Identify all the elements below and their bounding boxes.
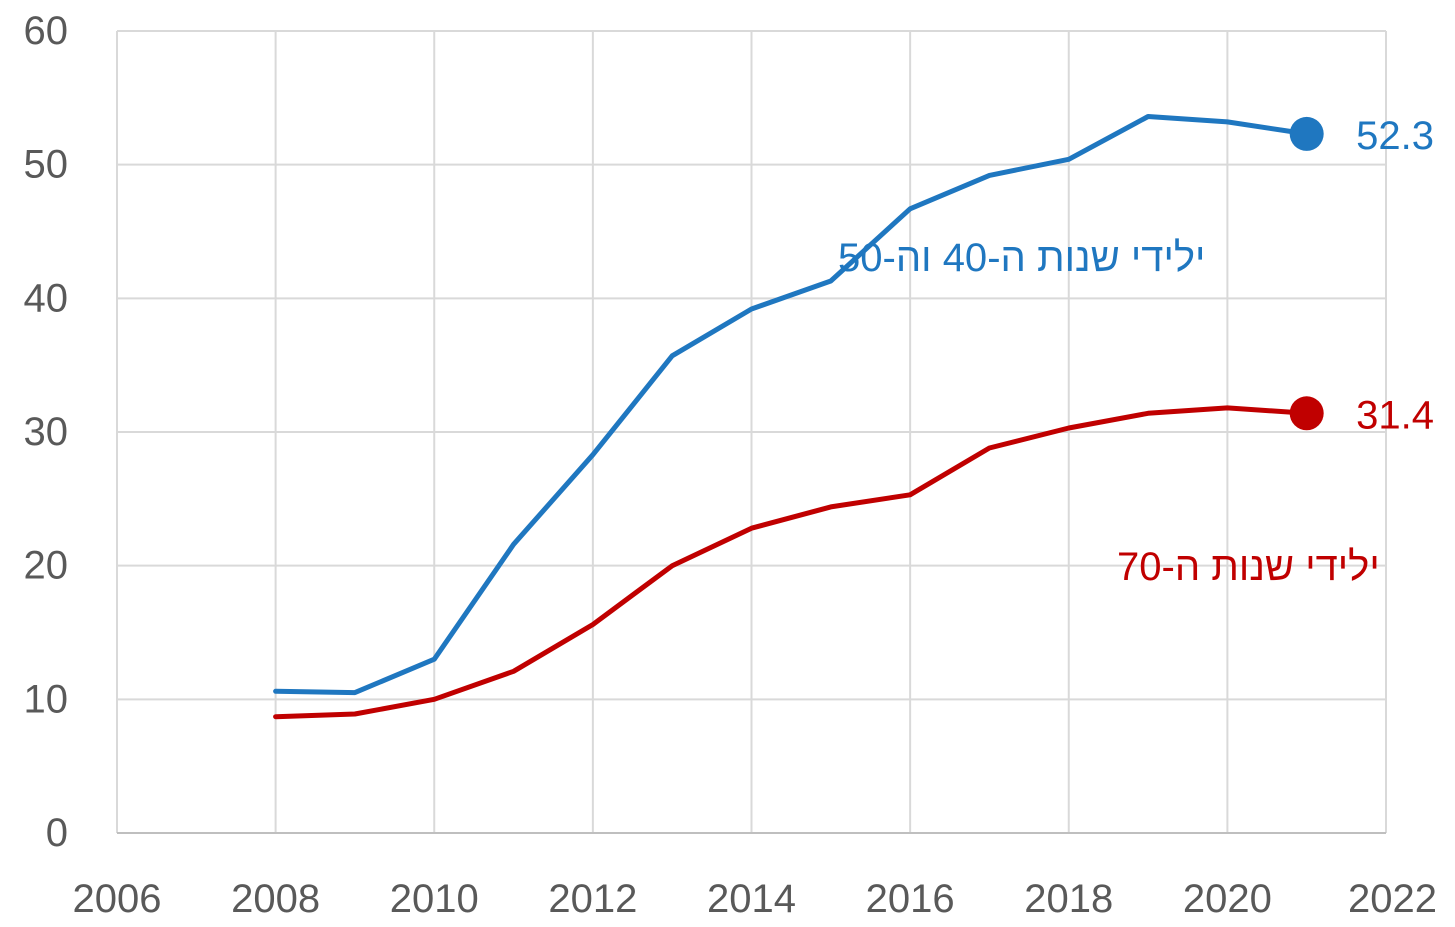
y-tick-label: 30 [24,410,69,454]
series-end-label-1: 52.3 [1356,114,1434,158]
y-tick-label: 0 [46,811,68,855]
x-tick-label: 2014 [707,877,796,921]
series-end-label-2: 31.4 [1356,393,1434,437]
series-end-marker-2 [1289,396,1324,431]
y-tick-label: 50 [24,143,69,187]
series-line-2 [273,405,1310,720]
grid-lines [116,30,1387,833]
series-labels: 52.3 ילידי שנות ה-40 וה-50 31.4 ילידי שנות … [838,114,1434,589]
y-tick-label: 40 [24,276,69,320]
x-tick-label: 2022 [1348,877,1437,921]
x-tick-label: 2018 [1024,877,1113,921]
x-tick-label: 2010 [390,877,479,921]
x-tick-label: 2012 [548,877,637,921]
series-line-1 [273,114,1310,696]
series-name-label-1: ילידי שנות ה-40 וה-50 [838,236,1205,280]
y-tick-label: 10 [24,677,69,721]
x-tick-label: 2008 [231,877,320,921]
x-tick-label: 2016 [866,877,955,921]
tick-labels: 0 10 20 30 40 50 60 2006 2008 2010 2012 2014 2016 201… [24,9,1438,921]
series-end-marker-1 [1289,116,1324,151]
x-tick-label: 2020 [1183,877,1272,921]
x-tick-label: 2006 [73,877,162,921]
y-tick-label: 20 [24,544,69,588]
series-name-label-2: ילידי שנות ה-70 [1117,545,1380,589]
y-tick-label: 60 [24,9,69,53]
series-lines [273,114,1324,720]
